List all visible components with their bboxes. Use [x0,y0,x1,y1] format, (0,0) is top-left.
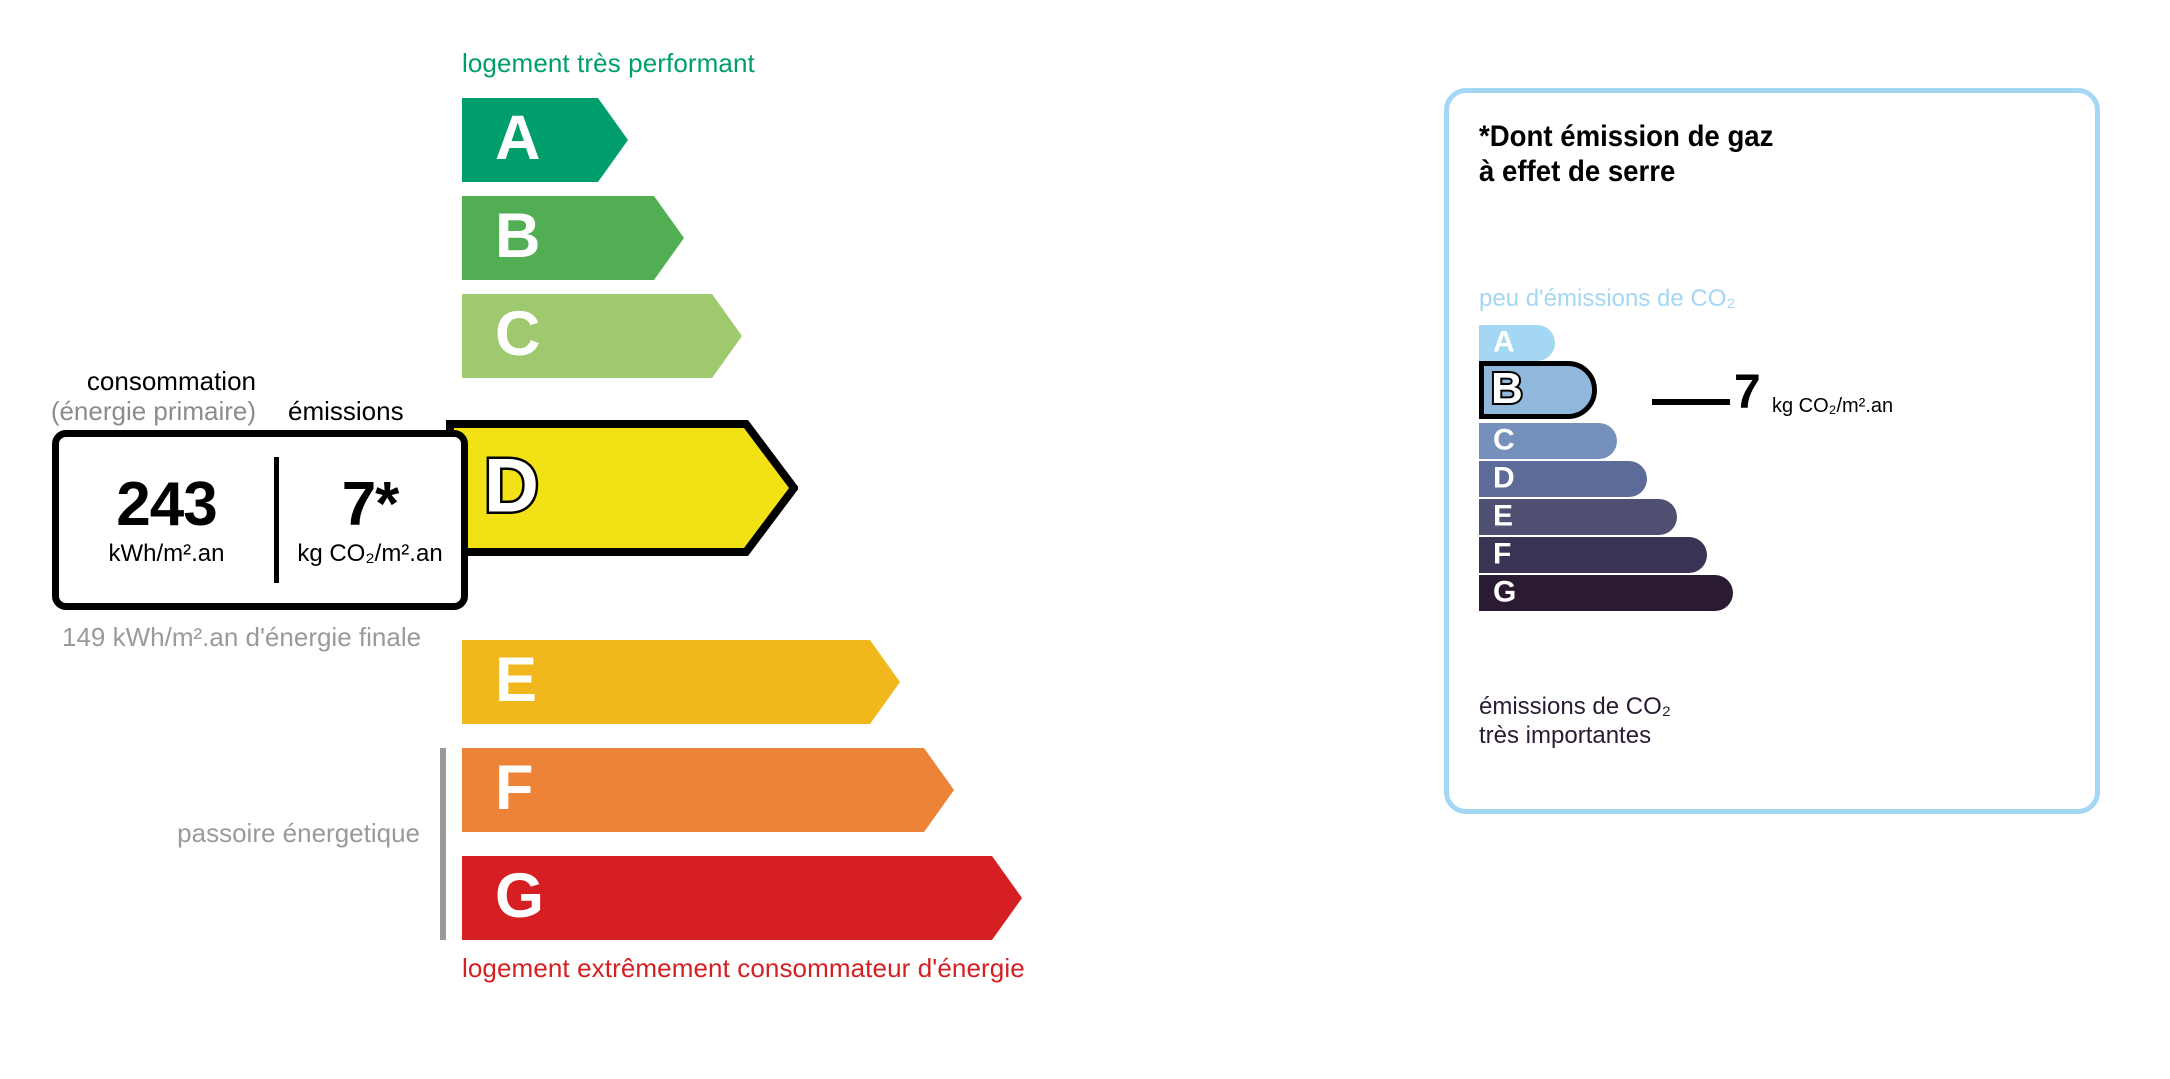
passoire-energetique-marker [440,748,446,940]
co2-callout-unit: kg CO₂/m².an [1772,395,1894,417]
co2-bar-f [1479,537,1707,573]
label-energie-primaire: (énergie primaire) [50,396,256,426]
co2-class-row-d[interactable]: D [1479,461,1647,497]
co2-class-letter-d: D [1493,461,1515,495]
energy-arrow-a [462,98,628,182]
label-consommation: consommation [86,366,256,396]
co2-class-letter-b: B [1489,364,1525,414]
co2-class-row-a[interactable]: A [1479,325,1555,361]
label-emissions: émissions [288,396,404,426]
energy-class-row-c[interactable]: C [462,294,742,378]
energy-arrow-d [446,420,798,556]
emission-value: 7* [341,470,400,539]
primary-energy-unit: kWh/m².an [108,540,225,567]
energy-arrow-f [462,748,954,832]
energy-class-row-d-current[interactable]: D [446,420,798,556]
energy-arrow-g [462,856,1022,940]
consumption-value-box: 243 kWh/m².an 7* kg CO₂/m².an [52,430,468,610]
co2-bar-d [1479,461,1647,497]
co2-class-row-c[interactable]: C [1479,423,1617,459]
scale-bottom-label: logement extrêmement consommateur d'éner… [462,953,1025,983]
co2-callout-line [1652,399,1730,405]
energy-class-row-e[interactable]: E [462,640,900,724]
co2-class-row-e[interactable]: E [1479,499,1677,535]
emission-cell: 7* kg CO₂/m².an [279,437,461,603]
co2-class-letter-c: C [1493,423,1515,457]
primary-energy-cell: 243 kWh/m².an [59,437,274,603]
co2-class-letter-a: A [1493,325,1515,359]
co2-bar-b [1479,361,1597,419]
energy-class-row-b[interactable]: B [462,196,684,280]
co2-class-row-f[interactable]: F [1479,537,1707,573]
co2-bar-a [1479,325,1555,361]
energy-arrow-b [462,196,684,280]
co2-bar-g [1479,575,1733,611]
energy-class-row-f[interactable]: F [462,748,954,832]
energy-arrow-e [462,640,900,724]
co2-class-letter-f: F [1493,537,1512,571]
passoire-energetique-label: passoire énergetique [177,818,420,848]
co2-panel: *Dont émission de gaz à effet de serre p… [1444,88,2100,814]
co2-class-row-g[interactable]: G [1479,575,1733,611]
energy-arrow-c [462,294,742,378]
co2-bar-e [1479,499,1677,535]
co2-class-letter-e: E [1493,499,1514,533]
emission-unit: kg CO₂/m².an [297,540,443,567]
co2-top-label: peu d'émissions de CO₂ [1479,285,1736,312]
energy-class-row-g[interactable]: G [462,856,1022,940]
co2-panel-title: *Dont émission de gaz à effet de serre [1479,120,1774,189]
energy-class-row-a[interactable]: A [462,98,628,182]
co2-bottom-label: émissions de CO₂ très importantes [1479,693,1672,749]
value-box-divider [274,457,279,583]
co2-bar-c [1479,423,1617,459]
primary-energy-value: 243 [116,470,217,539]
co2-class-letter-g: G [1493,575,1517,609]
final-energy-note: 149 kWh/m².an d'énergie finale [62,622,422,652]
co2-callout-value: 7 [1734,366,1761,419]
co2-class-row-b-current[interactable]: B [1479,361,1597,419]
scale-top-label: logement très performant [462,48,755,78]
